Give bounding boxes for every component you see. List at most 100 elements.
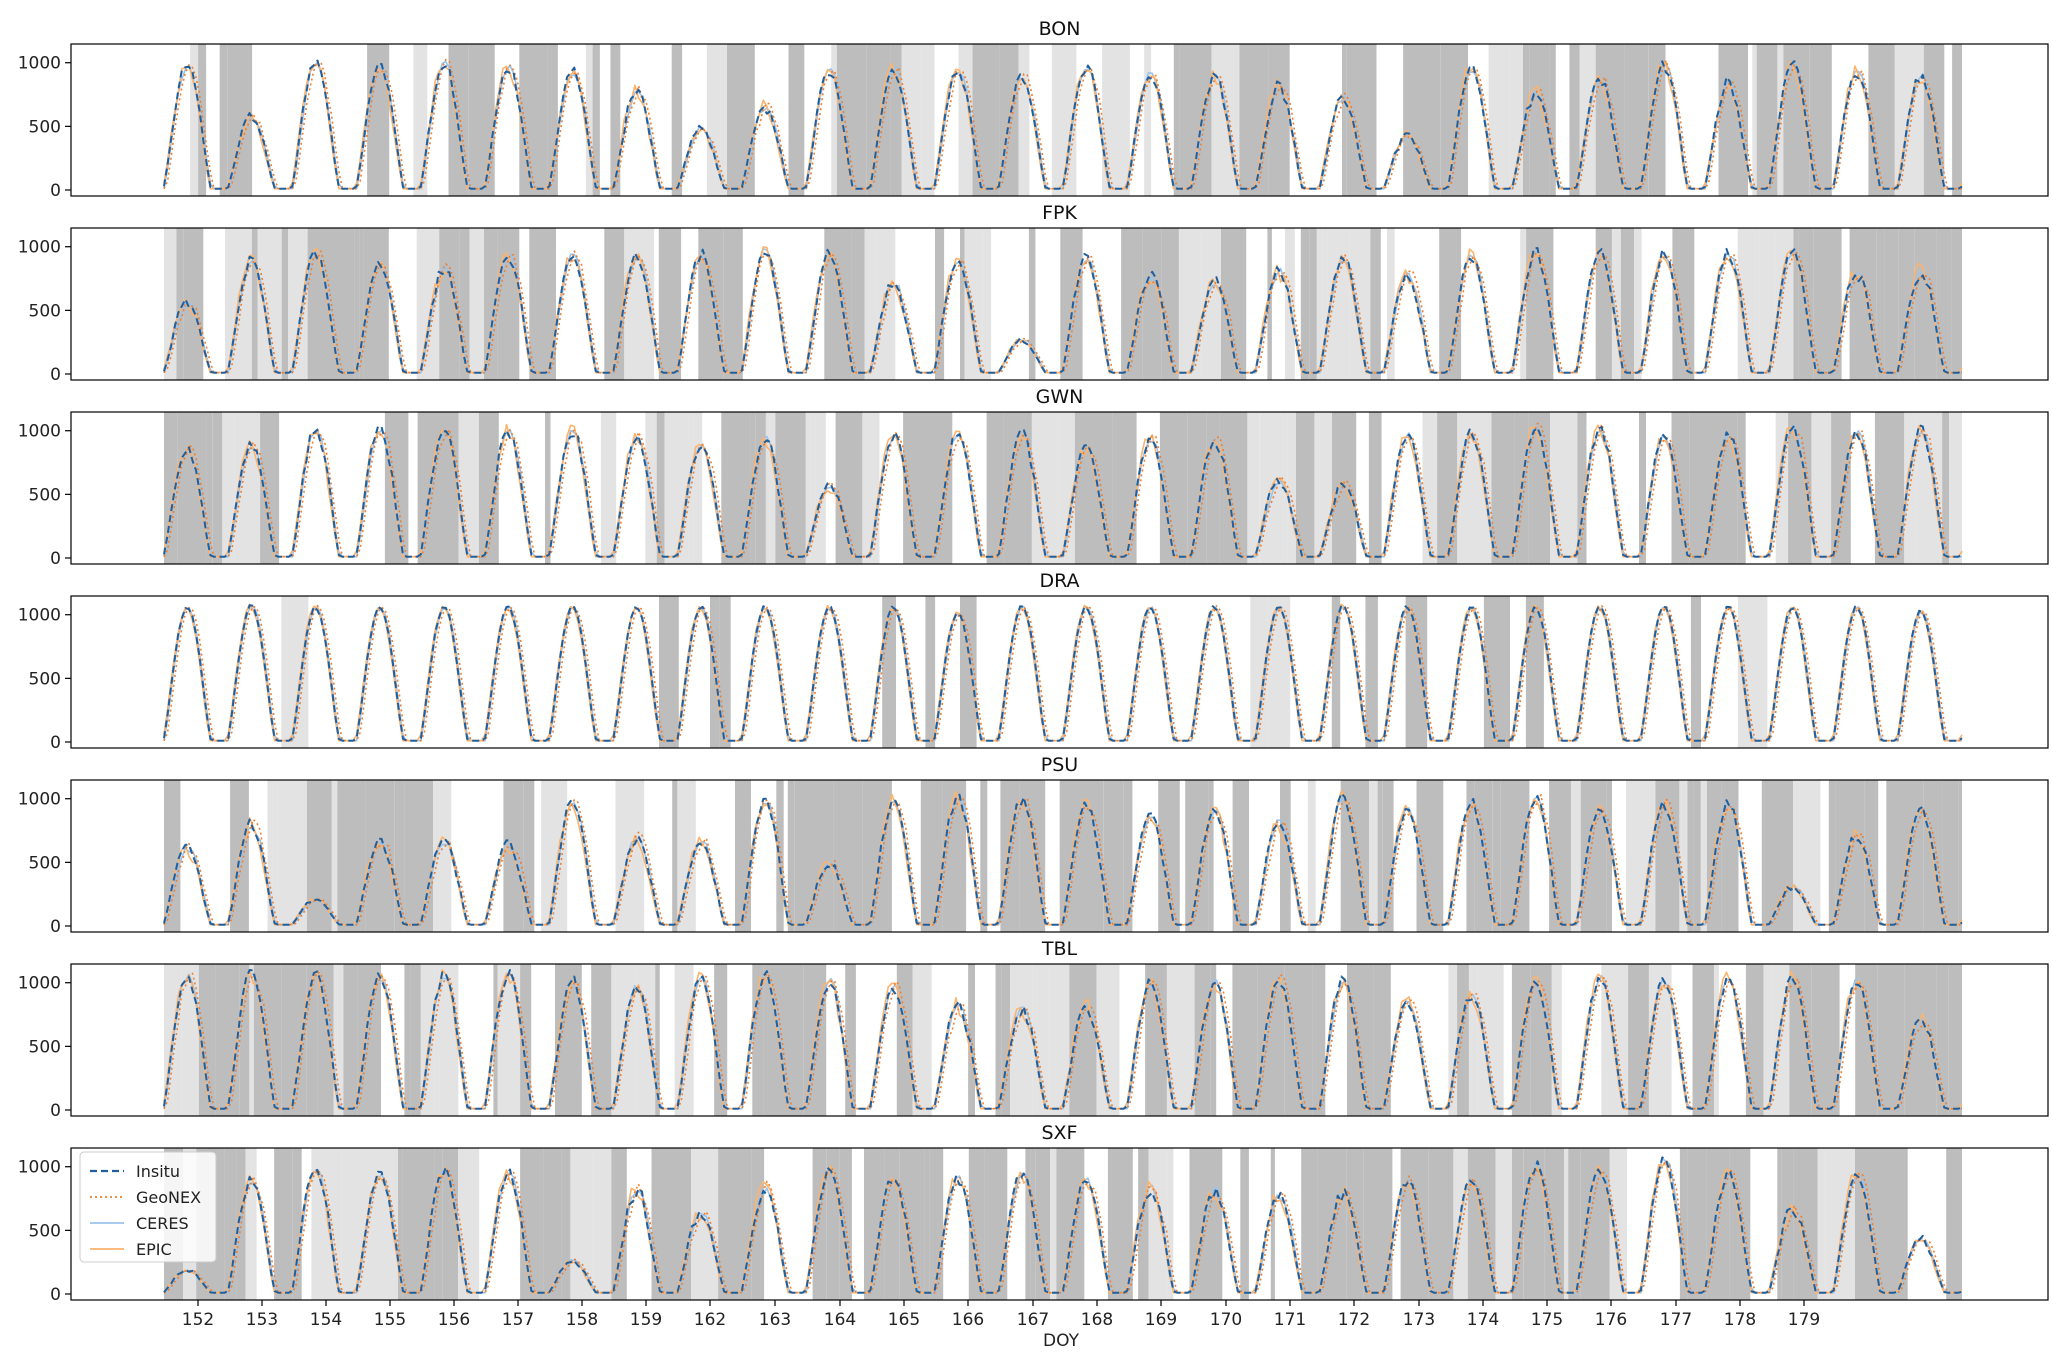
shade-band — [433, 780, 452, 932]
shade-band — [1208, 780, 1214, 932]
x-axis-label: DOY — [1043, 1331, 1080, 1351]
shade-band — [1346, 1148, 1364, 1300]
shade-band — [585, 44, 593, 196]
shade-band — [698, 228, 724, 380]
axes-frame — [70, 43, 2049, 197]
shade-band — [1439, 228, 1462, 380]
panel-title: TBL — [1041, 938, 1078, 960]
shade-band — [1050, 1148, 1057, 1300]
shade-band — [1316, 228, 1323, 380]
shade-band — [1491, 412, 1515, 564]
axes-frame — [70, 411, 2049, 565]
shade-band — [1737, 228, 1760, 380]
shade-band — [547, 44, 558, 196]
shade-band — [1428, 1148, 1454, 1300]
shade-band — [1287, 412, 1296, 564]
shade-band — [545, 412, 551, 564]
series-line-insitu — [163, 247, 1963, 374]
shade-band — [1145, 964, 1167, 1116]
y-tick-label: 0 — [50, 365, 61, 385]
shade-band — [1551, 964, 1562, 1116]
shade-band — [1509, 44, 1523, 196]
shade-band — [1167, 1148, 1174, 1300]
shade-band — [1511, 964, 1518, 1116]
shade-band — [723, 228, 743, 380]
shade-band — [343, 964, 358, 1116]
shade-band — [1239, 44, 1269, 196]
shade-band — [1628, 964, 1649, 1116]
shade-band — [1123, 780, 1133, 932]
shade-band — [1377, 780, 1383, 932]
shade-band — [503, 780, 524, 932]
x-tick-label: 152 — [182, 1310, 214, 1330]
shade-band — [1679, 780, 1688, 932]
panel-fpk: 0 500 1000 FPK — [18, 202, 2049, 385]
shade-band — [674, 964, 694, 1116]
shade-band — [786, 964, 804, 1116]
shade-band — [721, 412, 751, 564]
shade-band — [164, 228, 177, 380]
shade-band — [1570, 780, 1581, 932]
shade-band — [1936, 228, 1952, 380]
shade-band — [942, 412, 953, 564]
shade-band — [866, 44, 891, 196]
shade-band — [1267, 228, 1272, 380]
shade-band — [1886, 780, 1910, 932]
shade-band — [164, 780, 181, 932]
shade-band — [1232, 780, 1249, 932]
chart-panels: 0 500 1000 BON 0 500 1000 FPK 0 500 1000 GWN 0 500 100… — [18, 18, 2049, 1305]
shade-band — [198, 964, 216, 1116]
shade-band — [1781, 1148, 1788, 1300]
shade-band — [714, 964, 728, 1116]
shade-band — [787, 780, 795, 932]
shade-band — [615, 780, 645, 932]
shade-band — [1405, 596, 1428, 748]
shade-band — [1606, 780, 1612, 932]
shade-band — [592, 44, 600, 196]
shade-band — [1056, 1148, 1085, 1300]
shade-band — [1787, 1148, 1794, 1300]
shade-band — [520, 964, 532, 1116]
shade-band — [1142, 228, 1162, 380]
shade-band — [890, 44, 902, 196]
shade-band — [1525, 596, 1544, 748]
shade-band — [1474, 780, 1482, 932]
shade-band — [306, 780, 332, 932]
shade-band — [404, 780, 434, 932]
shade-band — [862, 412, 880, 564]
shade-band — [1577, 412, 1587, 564]
shade-band — [1018, 44, 1030, 196]
shade-band — [1868, 44, 1895, 196]
shade-band — [1488, 44, 1510, 196]
shade-band — [1874, 780, 1879, 932]
shade-band — [1831, 412, 1851, 564]
axes-frame — [70, 1147, 2049, 1301]
shade-band — [212, 412, 223, 564]
shade-band — [1296, 412, 1315, 564]
shade-band — [1505, 780, 1530, 932]
panel-title: PSU — [1041, 754, 1078, 776]
legend-box — [79, 1151, 217, 1263]
shade-band — [1107, 1148, 1133, 1300]
shade-band — [1300, 228, 1310, 380]
y-tick-label: 0 — [50, 1101, 61, 1121]
shade-band — [1904, 964, 1923, 1116]
cloud-shading — [164, 1148, 1962, 1300]
shade-band — [1373, 964, 1391, 1116]
shade-band — [394, 780, 405, 932]
shade-band — [1331, 596, 1341, 748]
shade-band — [1286, 780, 1291, 932]
shade-band — [434, 1148, 443, 1300]
x-tick-label: 163 — [759, 1310, 791, 1330]
shade-band — [1692, 964, 1715, 1116]
x-tick-label: 167 — [1017, 1310, 1049, 1330]
series-line-geonex — [163, 58, 1962, 190]
series-line-insitu — [163, 1156, 1963, 1294]
shade-band — [1103, 780, 1124, 932]
shade-band — [1828, 780, 1836, 932]
shade-band — [458, 412, 479, 564]
shade-band — [1240, 1148, 1249, 1300]
panel-title: GWN — [1036, 386, 1084, 408]
shade-band — [1179, 44, 1193, 196]
shade-band — [1327, 228, 1350, 380]
